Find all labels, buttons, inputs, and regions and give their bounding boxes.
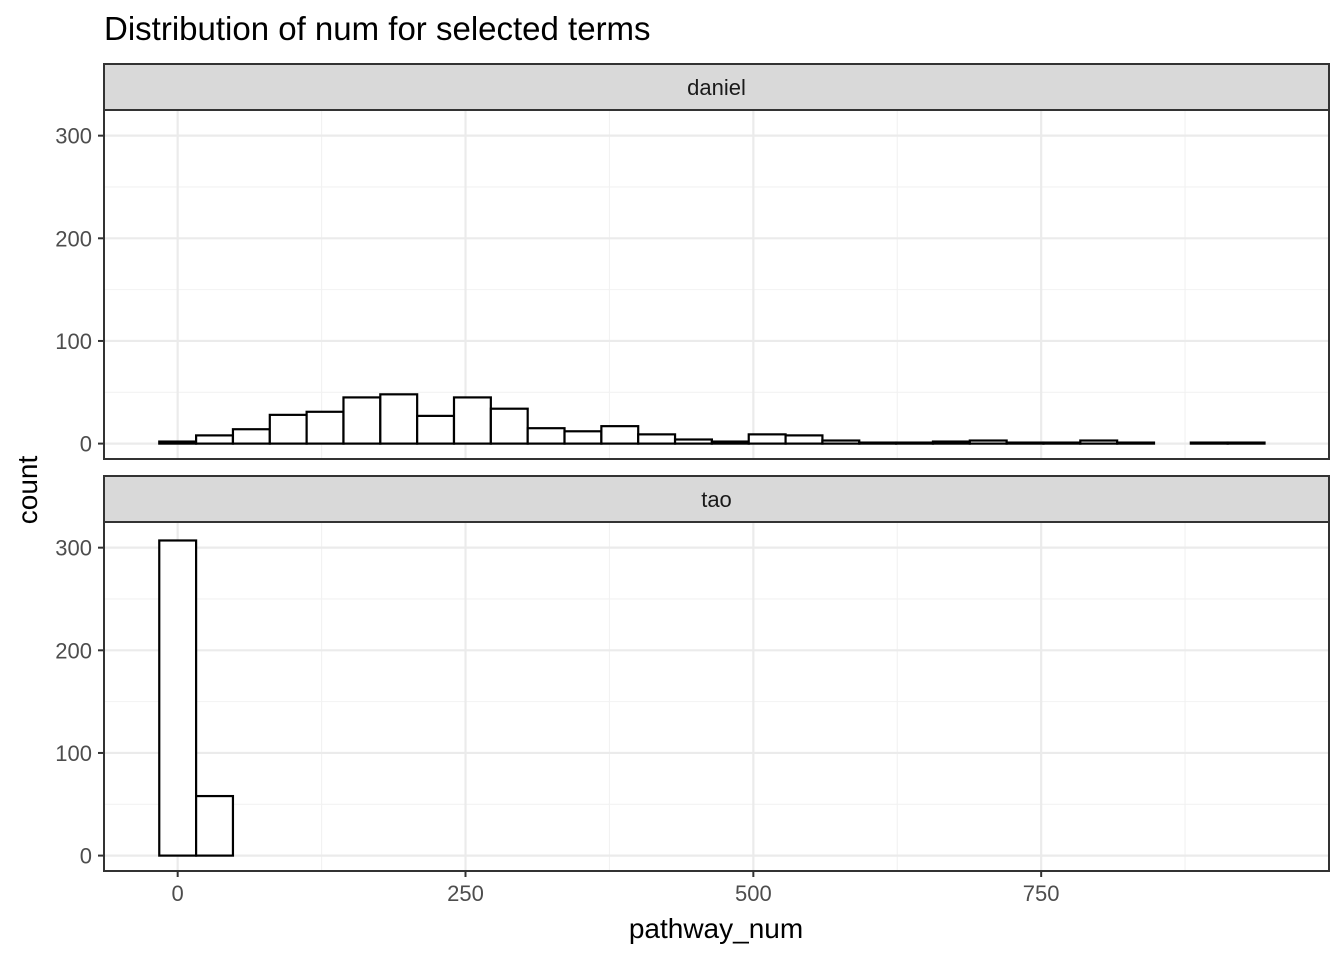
histogram-bar [563,430,603,445]
y-tick-label: 300 [55,536,92,561]
histogram-bar [195,434,235,445]
facet-strip-label: daniel [687,75,746,100]
histogram-bar [305,410,345,445]
histogram-bar [968,439,1008,445]
histogram-bar [1042,441,1082,445]
histogram-bar [600,425,640,445]
histogram-bar [821,439,861,445]
histogram-bar [158,539,198,857]
histogram-bar [637,433,677,445]
x-axis: 0 250 500 750 [172,871,1060,906]
histogram-bar [342,396,382,445]
histogram-bar [1226,441,1266,445]
histogram-bar [784,434,824,445]
facet-panels: daniel 0 100 200 300 tao 0 100 200 300 [55,63,1330,872]
histogram-bar [452,396,492,445]
facet-strip-label: tao [701,487,732,512]
x-tick-label: 0 [172,881,184,906]
chart-title: Distribution of num for selected terms [104,10,651,47]
y-axis-title: count [12,456,43,525]
facet-panel-daniel: daniel 0 100 200 300 [55,63,1330,460]
histogram-bar [379,393,419,445]
y-tick-label: 200 [55,226,92,251]
histogram-bar [747,433,787,445]
histogram-bar [1079,439,1119,445]
histogram-bar [710,440,750,445]
histogram-bar [158,440,198,445]
histogram-bar [673,438,713,445]
y-tick-label: 0 [80,432,92,457]
histogram-bar [268,413,308,445]
x-tick-label: 500 [735,881,772,906]
y-tick-label: 100 [55,329,92,354]
panel-background [104,522,1329,871]
histogram-bar [231,428,271,445]
facet-strip [103,63,1330,111]
x-tick-label: 750 [1023,881,1060,906]
histogram-bar [195,794,235,857]
histogram-bar [1116,441,1156,445]
histogram-bar [858,441,898,445]
histogram-bar [526,427,566,445]
x-axis-title: pathway_num [629,913,803,944]
y-tick-label: 100 [55,741,92,766]
histogram-bar [931,440,971,445]
facet-strip [103,475,1330,523]
facet-panel-tao: tao 0 100 200 300 [55,475,1330,872]
y-tick-label: 300 [55,124,92,149]
histogram-bar [1005,441,1045,445]
histogram-bar [416,414,456,445]
panel-background [104,110,1329,459]
y-tick-label: 200 [55,638,92,663]
histogram-bar [895,441,935,445]
histogram-bar [1189,441,1229,445]
x-tick-label: 250 [447,881,484,906]
histogram-bar [489,407,529,445]
y-tick-label: 0 [80,844,92,869]
